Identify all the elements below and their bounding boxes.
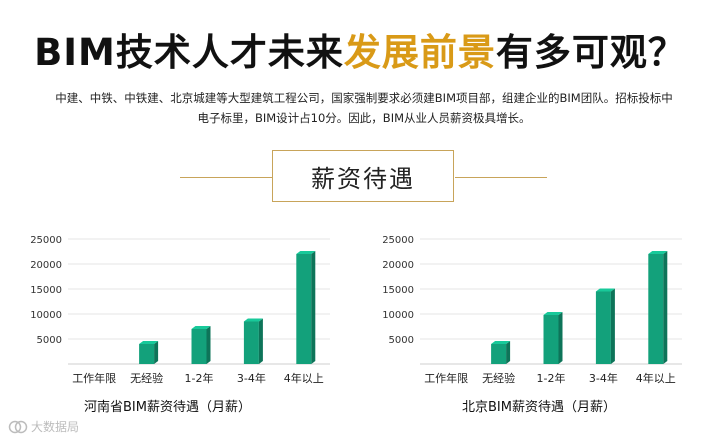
watermark-text: 大数据局 bbox=[31, 420, 80, 434]
bar bbox=[139, 341, 159, 364]
henan-chart-title: 河南省BIM薪资待遇（月薪） bbox=[84, 400, 251, 415]
x-tick-label: 3-4年 bbox=[589, 371, 618, 385]
x-tick-label: 4年以上 bbox=[636, 371, 676, 385]
bar bbox=[243, 318, 263, 364]
y-tick-label: 20000 bbox=[382, 260, 414, 271]
watermark: 大数据局 bbox=[8, 418, 79, 435]
description: 中建、中铁、中铁建、北京城建等大型建筑工程公司，国家强制要求必须建BIM项目部，… bbox=[44, 88, 684, 128]
bar bbox=[191, 326, 211, 364]
y-tick-label: 5000 bbox=[389, 335, 414, 346]
description-line2: 电子标里，BIM设计占10分。因此，BIM从业人员薪资极具增长。 bbox=[197, 111, 531, 125]
x-tick-label: 1-2年 bbox=[185, 371, 214, 385]
x-tick-label: 工作年限 bbox=[72, 371, 116, 385]
bar bbox=[648, 251, 668, 364]
y-tick-label: 10000 bbox=[30, 310, 62, 321]
y-tick-label: 10000 bbox=[382, 310, 414, 321]
section-title: 薪资待遇 bbox=[272, 150, 454, 202]
divider-right bbox=[455, 177, 547, 178]
y-tick-label: 15000 bbox=[382, 285, 414, 296]
bar bbox=[296, 251, 316, 364]
x-tick-label: 无经验 bbox=[130, 371, 163, 385]
y-tick-label: 5000 bbox=[37, 335, 62, 346]
divider-left bbox=[180, 177, 272, 178]
y-tick-label: 15000 bbox=[30, 285, 62, 296]
beijing-salary-chart: 5000 10000 15000 20000 25000 工作年限 无经验 1-2年 3-4年 4… bbox=[382, 235, 682, 385]
y-tick-label: 25000 bbox=[382, 235, 414, 246]
y-tick-label: 25000 bbox=[30, 235, 62, 246]
bar bbox=[595, 288, 615, 364]
headline: BIM技术人才未来发展前景有多可观？ bbox=[0, 22, 720, 76]
x-tick-label: 4年以上 bbox=[284, 371, 324, 385]
y-tick-label: 20000 bbox=[30, 260, 62, 271]
beijing-chart-title: 北京BIM薪资待遇（月薪） bbox=[462, 400, 616, 415]
headline-accent: 发展前景 bbox=[343, 31, 496, 74]
x-tick-label: 无经验 bbox=[482, 371, 515, 385]
headline-part3: 有多可观？ bbox=[495, 31, 686, 74]
henan-salary-chart: 5000 10000 15000 20000 25000 工作年限 无经验 1-2年 3-4年 4… bbox=[30, 235, 330, 385]
bar bbox=[491, 341, 511, 364]
x-tick-label: 工作年限 bbox=[424, 371, 468, 385]
bar bbox=[543, 312, 563, 364]
headline-part1: BIM技术人才未来 bbox=[34, 31, 344, 74]
x-tick-label: 3-4年 bbox=[237, 371, 266, 385]
watermark-logo-icon bbox=[8, 420, 28, 433]
x-tick-label: 1-2年 bbox=[537, 371, 566, 385]
description-line1: 中建、中铁、中铁建、北京城建等大型建筑工程公司，国家强制要求必须建BIM项目部，… bbox=[55, 91, 673, 105]
